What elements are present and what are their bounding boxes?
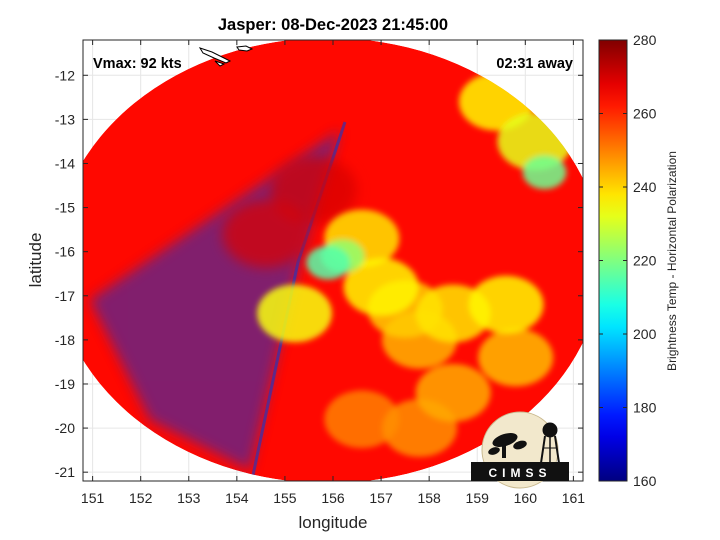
- x-tick-label: 160: [514, 490, 538, 506]
- colorbar-tick-label: 220: [633, 253, 657, 269]
- colorbar-ticks: 160 180 200 220 240 260 280: [599, 32, 657, 489]
- y-tick-label: -14: [55, 155, 75, 171]
- colorbar-tick-label: 180: [633, 400, 657, 416]
- y-tick-label: -12: [55, 67, 75, 83]
- time-away-annotation: 02:31 away: [496, 56, 573, 72]
- y-tick-label: -16: [55, 244, 75, 260]
- colorbar-tick-label: 280: [633, 32, 657, 48]
- x-tick-label: 161: [562, 490, 586, 506]
- y-tick-label: -15: [55, 200, 75, 216]
- convective-feature: [522, 155, 567, 190]
- convective-feature: [257, 284, 333, 343]
- y-axis-label: latitude: [26, 233, 45, 288]
- convective-feature: [478, 328, 554, 387]
- coastline-islands: [198, 45, 254, 67]
- x-tick-label: 154: [225, 490, 249, 506]
- y-tick-label: -20: [55, 420, 75, 436]
- convective-feature: [468, 275, 544, 334]
- tower-icon: [540, 422, 560, 464]
- cold-features: [222, 156, 358, 268]
- axis-ticks: 151 152 153 154 155 156 157 158 159 160 161 -12 -13 -…: [55, 40, 586, 506]
- convective-feature: [306, 245, 351, 280]
- y-tick-label: -13: [55, 111, 75, 127]
- vmax-annotation: Vmax: 92 kts: [93, 56, 182, 72]
- logo-band: [471, 462, 569, 481]
- y-tick-label: -21: [55, 464, 75, 480]
- convective-feature: [415, 363, 491, 422]
- logo-text: CIMSS: [488, 466, 551, 480]
- y-tick-label: -17: [55, 288, 75, 304]
- satellite-dish-icon: [488, 433, 527, 458]
- convective-feature: [343, 258, 419, 316]
- colorbar-tick-label: 160: [633, 473, 657, 489]
- y-tick-label: -18: [55, 332, 75, 348]
- colorbar-tick-label: 260: [633, 106, 657, 122]
- convective-feature: [324, 390, 400, 449]
- x-axis-label: longitude: [298, 513, 367, 532]
- x-tick-label: 157: [369, 490, 393, 506]
- x-tick-label: 158: [417, 490, 441, 506]
- colorbar-tick-label: 240: [633, 179, 657, 195]
- x-tick-label: 155: [273, 490, 297, 506]
- heatmap-swath: [83, 40, 583, 481]
- x-tick-label: 153: [177, 490, 201, 506]
- x-tick-label: 159: [466, 490, 490, 506]
- colorbar-tick-label: 200: [633, 326, 657, 342]
- convective-features: [257, 72, 573, 457]
- chart-title: Jasper: 08-Dec-2023 21:45:00: [218, 16, 448, 34]
- colorbar: [598, 39, 628, 482]
- y-tick-label: -19: [55, 376, 75, 392]
- x-tick-label: 156: [321, 490, 345, 506]
- x-tick-label: 152: [129, 490, 153, 506]
- colorbar-label: Brightness Temp - Horizontal Polarizatio…: [665, 151, 679, 371]
- x-tick-label: 151: [81, 490, 105, 506]
- cimss-logo: CIMSS: [471, 411, 569, 489]
- cold-feature: [222, 200, 309, 268]
- cold-feature: [270, 156, 358, 224]
